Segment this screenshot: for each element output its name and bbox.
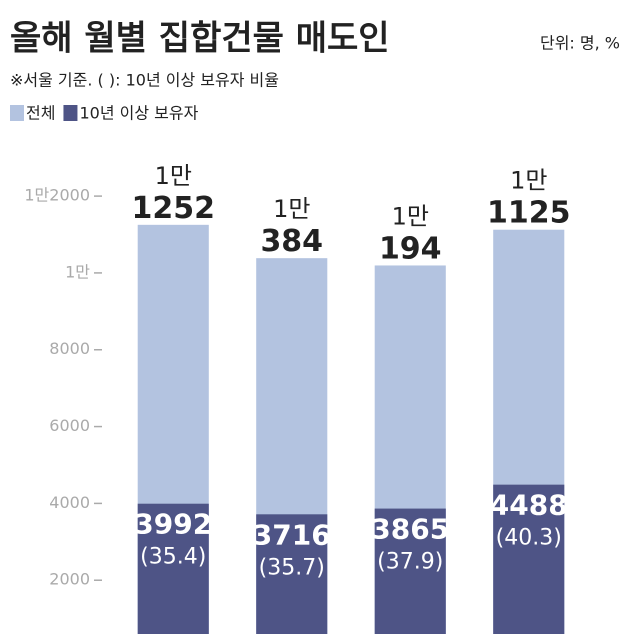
value-label: 1만 1125 [487, 167, 571, 231]
y-tick-label: 8000 [49, 339, 90, 358]
bar [374, 508, 446, 634]
note: ※서울 기준. ( ): 10년 이상 보유자 비율 [10, 71, 279, 90]
y-tick-label: 4000 [49, 493, 90, 512]
legend-swatch [10, 105, 24, 121]
legend-label: 전체 [26, 104, 55, 123]
y-tick-label: 1만2000 [24, 186, 90, 205]
share-label: (35.7) [259, 555, 325, 580]
value-label: 3992 [134, 508, 212, 541]
y-tick-label: 1만 [65, 262, 90, 281]
y-tick-label: 2000 [49, 570, 90, 589]
value-label: 1만 384 [260, 195, 323, 259]
value-label: 4488 [490, 489, 568, 522]
y-tick-label: 6000 [49, 416, 90, 435]
bar [493, 484, 565, 634]
value-label: 3865 [371, 513, 449, 546]
share-label: (35.4) [140, 545, 206, 570]
legend-swatch [63, 105, 78, 121]
share-label: (37.9) [377, 550, 443, 575]
share-label: (40.3) [496, 526, 562, 551]
value-label: 1만 1252 [132, 162, 216, 226]
value-label: 1만 194 [379, 202, 442, 266]
bar [256, 514, 328, 634]
unit: 단위: 명, % [540, 34, 620, 53]
bar [137, 503, 209, 634]
legend-label: 10년 이상 보유자 [79, 104, 198, 123]
value-label: 3716 [253, 518, 331, 551]
chart-title: 올해 월별 집합건물 매도인 [10, 19, 390, 59]
